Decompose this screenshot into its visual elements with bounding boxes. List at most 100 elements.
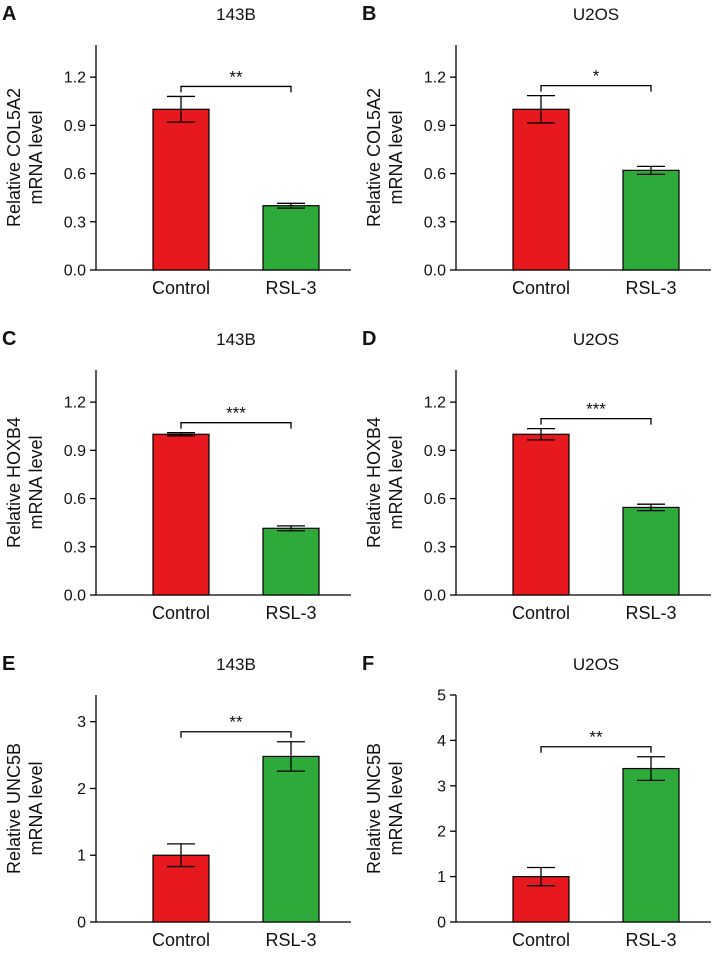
significance-bracket-a [180,85,292,93]
category-label-c-0: Control [152,603,210,623]
y-tick-label-a-0: 0.0 [64,263,86,280]
significance-bracket-b [540,84,652,92]
y-tick-label-a-0.9: 0.9 [64,118,86,135]
chart-e: E 143B Relative UNC5B mRNA level 0 1 2 3 Control… [2,653,351,950]
significance-label-d: *** [586,400,606,419]
chart-title-a: 143B [216,5,256,24]
y-axis-label-d-line1: Relative HOXB4 [364,417,384,548]
bar-d-rsl-3 [622,506,680,596]
chart-title-f: U2OS [573,655,619,674]
y-tick-label-c-0: 0.0 [64,588,86,605]
bar-c-control [152,433,210,596]
category-label-d-0: Control [512,603,570,623]
category-label-f-0: Control [512,930,570,950]
y-axis-label-b-line1: Relative COL5A2 [364,88,384,227]
y-tick-label-c-0.3: 0.3 [64,539,86,556]
significance-label-a: ** [229,67,243,86]
y-axis-label-c-line1: Relative HOXB4 [4,417,24,548]
y-tick-label-f-3: 3 [437,778,446,795]
significance-bracket-c [180,422,292,429]
y-tick-label-d-0.3: 0.3 [424,539,446,556]
category-label-e-0: Control [152,930,210,950]
y-axis-label-e-line2: mRNA level [26,761,46,855]
bar-a-control [152,108,210,271]
panel-d: D U2OS Relative HOXB4 mRNA level 0.0 0.3 0.6 0.… [360,325,720,635]
panel-letter-c: C [2,328,16,350]
y-tick-label-d-0.6: 0.6 [424,491,446,508]
y-tick-label-b-0.6: 0.6 [424,166,446,183]
category-label-e-1: RSL-3 [265,930,316,950]
panel-letter-e: E [2,653,15,675]
significance-bracket-f [540,746,652,753]
y-axis-label-a-line1: Relative COL5A2 [4,88,24,227]
bar-e-rsl-3 [262,755,320,923]
y-tick-label-b-1.2: 1.2 [424,70,446,87]
y-tick-label-a-0.3: 0.3 [64,214,86,231]
y-tick-label-b-0: 0.0 [424,263,446,280]
chart-b: B U2OS Relative COL5A2 mRNA level 0.0 0.3 0.6 0… [362,3,711,298]
panel-letter-d: D [362,328,376,350]
y-tick-label-e-2: 2 [77,781,86,798]
significance-label-c: *** [226,404,246,423]
y-tick-label-d-1.2: 1.2 [424,395,446,412]
chart-title-c: 143B [216,330,256,349]
chart-c: C 143B Relative HOXB4 mRNA level 0.0 0.3 0.6 0.… [2,328,351,623]
significance-label-f: ** [589,728,603,747]
y-tick-label-c-1.2: 1.2 [64,395,86,412]
panel-letter-a: A [2,3,16,25]
panel-letter-f: F [362,653,374,675]
bar-f-rsl-3 [622,767,680,923]
y-axis-label-b-line2: mRNA level [386,110,406,204]
bar-b-control [512,108,570,271]
category-label-f-1: RSL-3 [625,930,676,950]
bar-c-rsl-3 [262,527,320,596]
y-tick-label-f-1: 1 [437,869,446,886]
y-tick-label-f-2: 2 [437,824,446,841]
panel-b: B U2OS Relative COL5A2 mRNA level 0.0 0.3 0.6 0… [360,0,720,310]
y-tick-label-f-4: 4 [437,733,446,750]
significance-bracket-d [540,418,652,425]
y-tick-label-e-3: 3 [77,714,86,731]
chart-title-e: 143B [216,655,256,674]
y-tick-label-e-0: 0 [77,915,86,932]
y-tick-label-f-5: 5 [437,688,446,705]
significance-label-b: * [593,67,600,86]
category-label-a-1: RSL-3 [265,278,316,298]
y-tick-label-a-1.2: 1.2 [64,70,86,87]
y-tick-label-c-0.9: 0.9 [64,443,86,460]
bar-a-rsl-3 [262,205,320,271]
y-axis-label-c-line2: mRNA level [26,435,46,529]
chart-title-b: U2OS [573,5,619,24]
category-label-c-1: RSL-3 [265,603,316,623]
y-axis-label-f-line2: mRNA level [386,761,406,855]
chart-f: F U2OS Relative UNC5B mRNA level 0 1 2 3 4 5 Contr… [362,653,711,950]
y-axis-label-d-line2: mRNA level [386,435,406,529]
chart-title-d: U2OS [573,330,619,349]
category-label-d-1: RSL-3 [625,603,676,623]
bar-d-control [512,433,570,596]
chart-a: A 143B Relative COL5A2 mRNA level 0.0 0.3 0.6 0… [2,3,351,298]
panel-e: E 143B Relative UNC5B mRNA level 0 1 2 3 Control… [0,650,360,950]
significance-bracket-e [180,731,292,738]
panel-a: A 143B Relative COL5A2 mRNA level 0.0 0.3 0.6 0… [0,0,360,310]
y-tick-label-d-0: 0.0 [424,588,446,605]
y-tick-label-a-0.6: 0.6 [64,166,86,183]
y-tick-label-b-0.3: 0.3 [424,214,446,231]
y-tick-label-f-0: 0 [437,915,446,932]
y-axis-label-e-line1: Relative UNC5B [4,743,24,874]
y-tick-label-c-0.6: 0.6 [64,491,86,508]
y-axis-label-f-line1: Relative UNC5B [364,743,384,874]
significance-label-e: ** [229,713,243,732]
y-axis-label-a-line2: mRNA level [26,110,46,204]
panel-c: C 143B Relative HOXB4 mRNA level 0.0 0.3 0.6 0.… [0,325,360,635]
bar-b-rsl-3 [622,169,680,271]
category-label-b-1: RSL-3 [625,278,676,298]
panel-letter-b: B [362,3,376,25]
category-label-a-0: Control [152,278,210,298]
y-tick-label-d-0.9: 0.9 [424,443,446,460]
chart-d: D U2OS Relative HOXB4 mRNA level 0.0 0.3 0.6 0.… [362,328,711,623]
y-tick-label-b-0.9: 0.9 [424,118,446,135]
panel-f: F U2OS Relative UNC5B mRNA level 0 1 2 3 4 5 Contr… [360,650,720,950]
category-label-b-0: Control [512,278,570,298]
